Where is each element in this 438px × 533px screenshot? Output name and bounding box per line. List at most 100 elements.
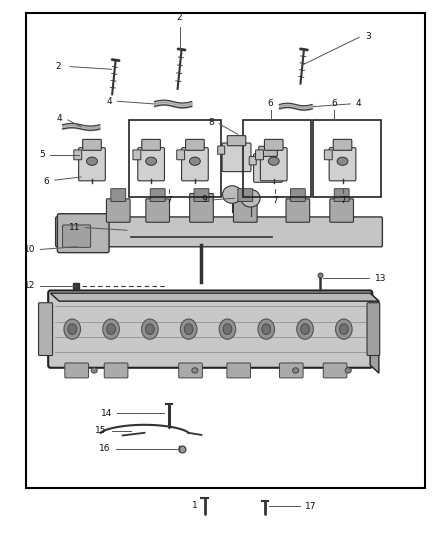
Ellipse shape [241, 189, 260, 207]
Text: 17: 17 [305, 502, 317, 511]
FancyBboxPatch shape [83, 140, 101, 150]
Text: 1: 1 [192, 501, 198, 510]
Ellipse shape [146, 157, 156, 165]
FancyBboxPatch shape [286, 199, 310, 222]
Ellipse shape [336, 319, 352, 340]
Text: 7: 7 [340, 196, 346, 205]
FancyBboxPatch shape [146, 199, 170, 222]
Text: 7: 7 [166, 196, 172, 205]
FancyBboxPatch shape [142, 140, 160, 150]
Text: 7: 7 [272, 196, 278, 205]
Text: 11: 11 [69, 223, 80, 231]
FancyBboxPatch shape [56, 217, 382, 247]
FancyBboxPatch shape [329, 148, 356, 181]
Text: 2: 2 [177, 13, 182, 22]
Ellipse shape [184, 324, 193, 335]
FancyBboxPatch shape [150, 189, 165, 201]
Text: 4: 4 [106, 97, 112, 106]
Ellipse shape [64, 319, 81, 340]
FancyBboxPatch shape [259, 146, 277, 156]
Ellipse shape [219, 319, 236, 340]
FancyBboxPatch shape [367, 303, 380, 356]
Ellipse shape [192, 368, 198, 373]
FancyBboxPatch shape [104, 363, 128, 378]
Text: 9: 9 [201, 196, 207, 204]
FancyBboxPatch shape [290, 189, 305, 201]
FancyBboxPatch shape [57, 214, 109, 253]
FancyBboxPatch shape [256, 150, 263, 160]
Bar [129, 120, 221, 197]
FancyBboxPatch shape [190, 193, 213, 222]
FancyBboxPatch shape [65, 363, 88, 378]
Text: 14: 14 [101, 409, 112, 417]
Text: 3: 3 [366, 32, 371, 41]
Text: 13: 13 [374, 274, 386, 282]
Text: 4: 4 [57, 115, 63, 123]
FancyBboxPatch shape [330, 199, 353, 222]
Text: 10: 10 [24, 245, 35, 254]
FancyBboxPatch shape [106, 199, 130, 222]
Ellipse shape [300, 324, 309, 335]
FancyBboxPatch shape [260, 148, 287, 181]
FancyBboxPatch shape [133, 150, 141, 160]
FancyBboxPatch shape [138, 148, 164, 181]
FancyBboxPatch shape [177, 150, 184, 160]
FancyBboxPatch shape [279, 363, 303, 378]
FancyBboxPatch shape [227, 363, 251, 378]
FancyBboxPatch shape [324, 150, 332, 160]
FancyBboxPatch shape [323, 363, 347, 378]
Polygon shape [50, 293, 379, 301]
Ellipse shape [107, 324, 116, 335]
Ellipse shape [68, 324, 77, 335]
Ellipse shape [262, 324, 271, 335]
FancyBboxPatch shape [249, 157, 256, 165]
Ellipse shape [258, 319, 275, 340]
Text: 15: 15 [95, 426, 106, 435]
Text: 6: 6 [331, 99, 337, 108]
FancyBboxPatch shape [222, 143, 251, 172]
Text: 2: 2 [56, 62, 61, 71]
Bar [313, 120, 381, 197]
Ellipse shape [223, 186, 242, 204]
Text: 5: 5 [39, 150, 45, 159]
Ellipse shape [337, 157, 348, 165]
Ellipse shape [268, 157, 279, 165]
Bar [243, 120, 311, 197]
Polygon shape [370, 293, 379, 373]
FancyBboxPatch shape [334, 189, 349, 201]
Text: 12: 12 [24, 281, 35, 290]
Text: 6: 6 [268, 99, 274, 108]
FancyBboxPatch shape [238, 189, 253, 201]
FancyBboxPatch shape [233, 199, 257, 222]
Ellipse shape [87, 157, 97, 165]
FancyBboxPatch shape [218, 146, 225, 154]
Ellipse shape [145, 324, 154, 335]
Text: 16: 16 [99, 445, 111, 453]
FancyBboxPatch shape [227, 135, 246, 146]
Ellipse shape [345, 368, 351, 373]
FancyBboxPatch shape [265, 140, 283, 150]
FancyBboxPatch shape [74, 150, 81, 160]
FancyBboxPatch shape [39, 303, 53, 356]
Bar [26, 13, 425, 488]
FancyBboxPatch shape [181, 148, 208, 181]
FancyBboxPatch shape [48, 290, 372, 368]
FancyBboxPatch shape [333, 140, 352, 150]
Ellipse shape [141, 319, 158, 340]
FancyBboxPatch shape [63, 225, 91, 247]
Ellipse shape [190, 157, 200, 165]
FancyBboxPatch shape [111, 189, 126, 201]
FancyBboxPatch shape [186, 140, 204, 150]
Text: 6: 6 [44, 177, 49, 185]
Text: 8: 8 [208, 118, 214, 127]
FancyBboxPatch shape [179, 363, 202, 378]
FancyBboxPatch shape [254, 154, 283, 182]
Ellipse shape [103, 319, 120, 340]
Ellipse shape [223, 324, 232, 335]
FancyBboxPatch shape [194, 189, 209, 201]
Ellipse shape [180, 319, 197, 340]
Ellipse shape [339, 324, 348, 335]
Text: 4: 4 [356, 100, 361, 108]
Ellipse shape [293, 368, 299, 373]
Ellipse shape [91, 368, 97, 373]
